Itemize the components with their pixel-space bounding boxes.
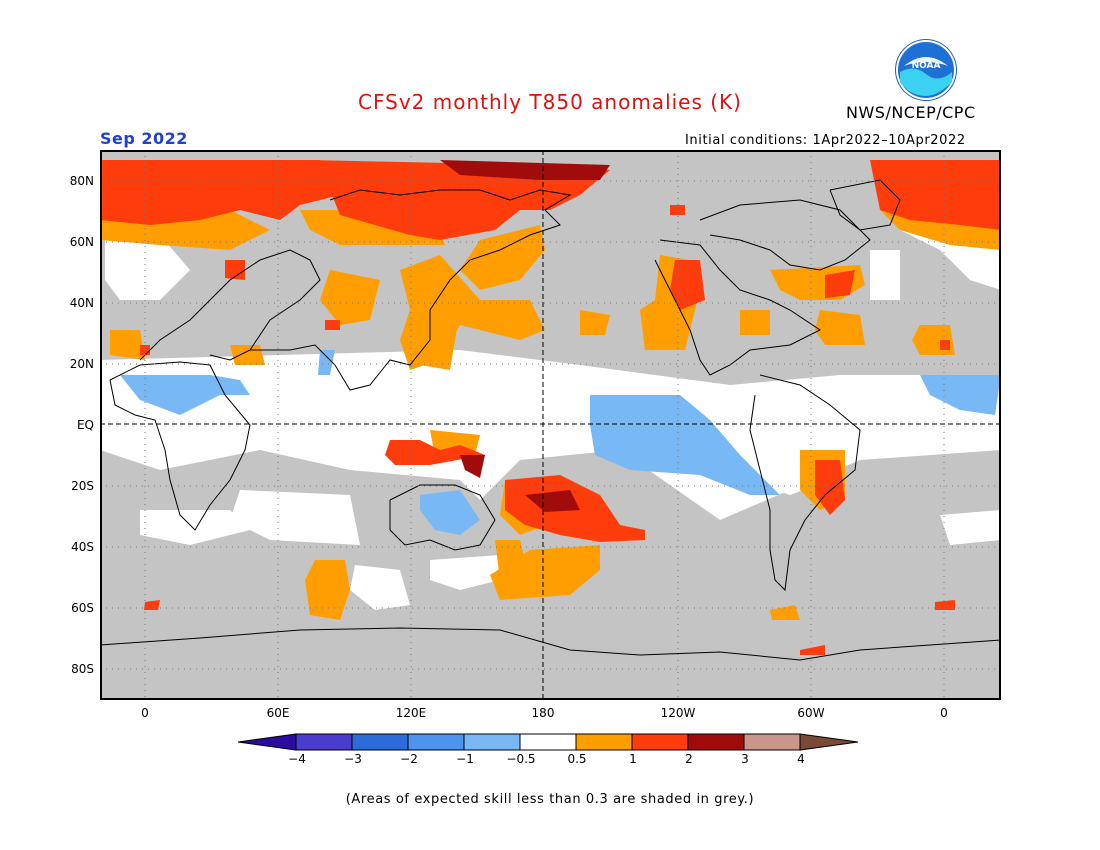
- near-zero-regions: [100, 230, 1001, 610]
- lat-label-60n: 60N: [69, 235, 94, 249]
- lat-label-80n: 80N: [69, 174, 94, 188]
- warm-anomaly-0p5-1: [100, 205, 1001, 620]
- colorbar-cell-max: [799, 733, 859, 751]
- colorbar-label: 3: [741, 752, 749, 766]
- colorbar-cell: [519, 733, 577, 751]
- colorbar-label: −3: [344, 752, 362, 766]
- lon-label-0: 0: [141, 706, 149, 720]
- anomaly-map: [99, 150, 1002, 704]
- lat-label-20n: 20N: [69, 357, 94, 371]
- lat-label-eq: EQ: [76, 418, 94, 432]
- colorbar-label: −2: [400, 752, 418, 766]
- lon-label-120e: 120E: [395, 706, 427, 720]
- lat-label-60s: 60S: [71, 601, 94, 615]
- warm-anomaly-2-3: [440, 160, 610, 512]
- initial-conditions: Initial conditions: 1Apr2022–10Apr2022: [685, 133, 966, 148]
- lat-label-40s: 40S: [71, 540, 94, 554]
- skill-footnote: (Areas of expected skill less than 0.3 a…: [345, 792, 755, 807]
- colorbar-label: −4: [288, 752, 306, 766]
- cool-anomaly-neg1-neg0p5: [120, 350, 1001, 535]
- colorbar-label: −0.5: [506, 752, 536, 766]
- colorbar-cell-min: [237, 733, 297, 751]
- organization-label: NWS/NCEP/CPC: [846, 103, 976, 122]
- colorbar-cell: [631, 733, 689, 751]
- colorbar-label: 4: [797, 752, 805, 766]
- lon-label-0-right: 0: [940, 706, 948, 720]
- colorbar-cell: [687, 733, 745, 751]
- colorbar-label: 2: [685, 752, 693, 766]
- warm-anomaly-1-2: [100, 160, 1001, 655]
- lon-label-120w: 120W: [660, 706, 696, 720]
- lon-label-60w: 60W: [797, 706, 825, 720]
- colorbar: [237, 733, 862, 755]
- colorbar-cell: [295, 733, 353, 751]
- coastlines: [99, 179, 1002, 661]
- colorbar-cell: [743, 733, 801, 751]
- forecast-month: Sep 2022: [100, 129, 188, 148]
- lat-lon-grid: [100, 150, 1001, 700]
- lon-label-180: 180: [531, 706, 555, 720]
- map-title: CFSv2 monthly T850 anomalies (K): [358, 90, 742, 114]
- colorbar-cell: [575, 733, 633, 751]
- colorbar-cell: [463, 733, 521, 751]
- lon-label-60e: 60E: [266, 706, 290, 720]
- colorbar-label: −1: [456, 752, 474, 766]
- lat-label-80s: 80S: [71, 662, 94, 676]
- colorbar-cell: [407, 733, 465, 751]
- noaa-logo: NOAA: [894, 38, 958, 102]
- lat-label-40n: 40N: [69, 296, 94, 310]
- map-frame: [100, 150, 1001, 700]
- colorbar-label: 0.5: [567, 752, 587, 766]
- colorbar-cell: [351, 733, 409, 751]
- colorbar-label: 1: [629, 752, 637, 766]
- lat-label-20s: 20S: [71, 479, 94, 493]
- noaa-logo-text: NOAA: [912, 61, 941, 71]
